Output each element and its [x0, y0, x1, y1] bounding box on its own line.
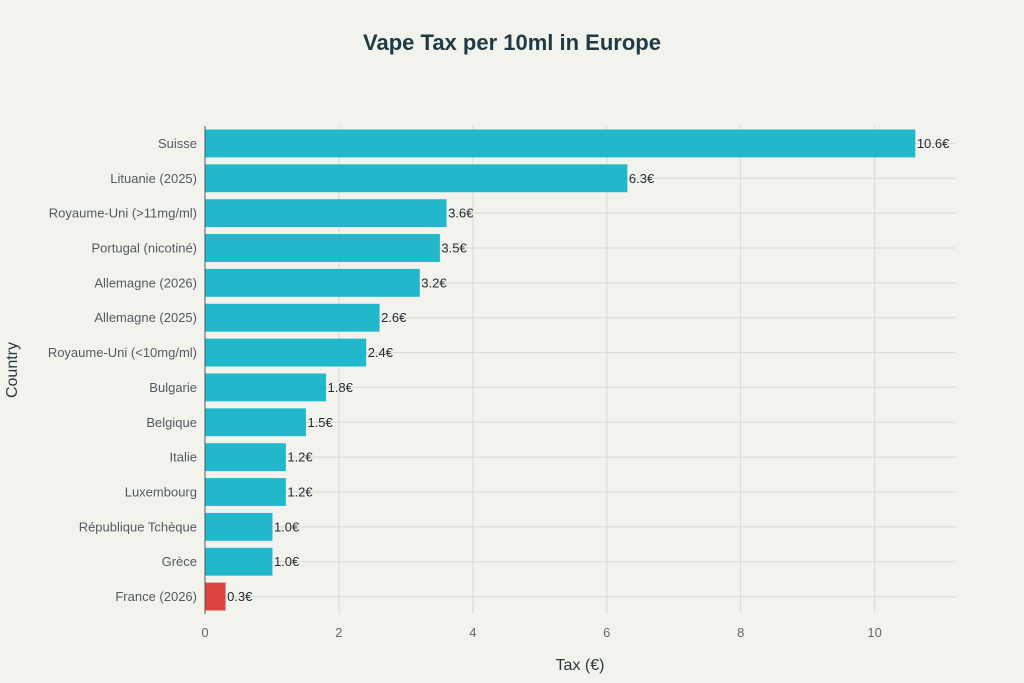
- x-tick-label: 8: [737, 625, 744, 640]
- x-tick-label: 2: [335, 625, 342, 640]
- y-tick-label: Lituanie (2025): [110, 171, 197, 186]
- data-label: 2.4€: [368, 345, 394, 360]
- data-label: 1.2€: [287, 450, 313, 465]
- data-label: 1.2€: [287, 485, 313, 500]
- y-tick-label: Bulgarie: [149, 380, 197, 395]
- data-label: 1.0€: [274, 554, 300, 569]
- data-label: 10.6€: [917, 136, 950, 151]
- x-axis-title: Tax (€): [556, 657, 605, 674]
- bar: [205, 303, 380, 332]
- bar: [205, 268, 420, 297]
- data-label: 1.5€: [307, 415, 333, 430]
- bar: [205, 373, 327, 402]
- bar: [205, 512, 273, 541]
- data-label: 3.5€: [441, 241, 467, 256]
- bar: [205, 338, 367, 367]
- y-tick-label: République Tchèque: [79, 519, 197, 534]
- y-tick-label: Portugal (nicotiné): [92, 241, 198, 256]
- chart-title: Vape Tax per 10ml in Europe: [363, 30, 661, 55]
- y-tick-label: Grèce: [162, 554, 197, 569]
- bar: [205, 582, 226, 611]
- data-label: 3.6€: [448, 206, 474, 221]
- bar: [205, 547, 273, 576]
- bar: [205, 129, 916, 158]
- y-tick-label: Allemagne (2026): [94, 275, 197, 290]
- y-tick-label: France (2026): [115, 589, 197, 604]
- x-tick-label: 10: [867, 625, 881, 640]
- data-label: 3.2€: [421, 275, 447, 290]
- bar: [205, 443, 286, 472]
- x-tick-label: 4: [469, 625, 476, 640]
- y-tick-label: Suisse: [158, 136, 197, 151]
- bar: [205, 164, 628, 193]
- bar: [205, 408, 306, 437]
- y-tick-label: Belgique: [146, 415, 197, 430]
- x-tick-label: 6: [603, 625, 610, 640]
- y-axis-title: Country: [4, 342, 21, 398]
- y-tick-label: Allemagne (2025): [94, 310, 197, 325]
- y-tick-label: Royaume-Uni (<10mg/ml): [48, 345, 197, 360]
- y-tick-label: Luxembourg: [125, 485, 197, 500]
- y-tick-label: Italie: [170, 450, 197, 465]
- bar: [205, 478, 286, 506]
- y-tick-label: Royaume-Uni (>11mg/ml): [49, 206, 197, 221]
- data-label: 1.0€: [274, 519, 300, 534]
- data-label: 2.6€: [381, 310, 407, 325]
- data-label: 6.3€: [629, 171, 655, 186]
- data-label: 1.8€: [328, 380, 354, 395]
- bar: [205, 199, 447, 228]
- x-tick-label: 0: [201, 625, 208, 640]
- bar: [205, 234, 440, 262]
- data-label: 0.3€: [227, 589, 253, 604]
